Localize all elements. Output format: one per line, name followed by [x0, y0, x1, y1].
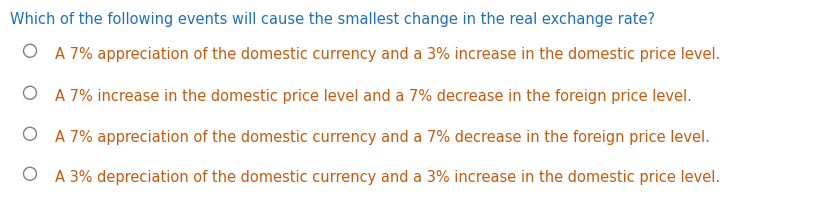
- Text: A 7% appreciation of the domestic currency and a 3% increase in the domestic pri: A 7% appreciation of the domestic curren…: [55, 47, 720, 62]
- Text: A 7% appreciation of the domestic currency and a 7% decrease in the foreign pric: A 7% appreciation of the domestic curren…: [55, 130, 710, 145]
- Text: A 7% increase in the domestic price level and a 7% decrease in the foreign price: A 7% increase in the domestic price leve…: [55, 89, 692, 104]
- Text: A 3% depreciation of the domestic currency and a 3% increase in the domestic pri: A 3% depreciation of the domestic curren…: [55, 170, 720, 185]
- Text: Which of the following events will cause the smallest change in the real exchang: Which of the following events will cause…: [10, 12, 655, 27]
